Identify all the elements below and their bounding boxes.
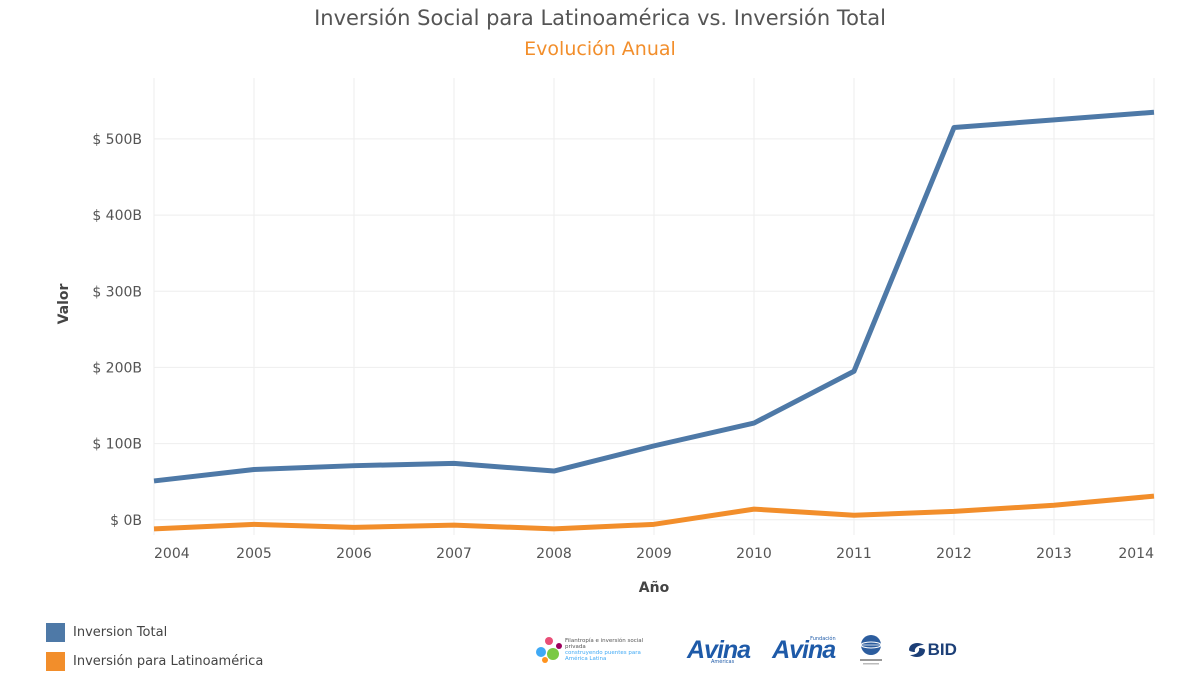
legend: Inversion Total Inversión para Latinoamé…	[46, 622, 263, 680]
y-tick-label: $ 0B	[110, 513, 142, 529]
x-tick-label: 2011	[836, 546, 872, 562]
chart-subtitle: Evolución Anual	[524, 38, 676, 60]
filantropia-subtitle: construyendo puentes para América Latina	[565, 650, 641, 662]
legend-item-total[interactable]: Inversion Total	[46, 622, 263, 642]
y-axis-label: Valor	[56, 283, 72, 324]
y-axis-ticks: $ 0B $ 100B $ 200B $ 300B $ 400B $ 500B	[92, 132, 142, 529]
filantropia-title: Filantropía e inversión social privada	[565, 638, 644, 650]
sponsor-logos: Filantropía e inversión social privada c…	[533, 630, 973, 670]
filantropia-icon	[536, 637, 562, 663]
globe-seal-icon	[859, 635, 882, 665]
filantropia-logo: Filantropía e inversión social privada c…	[533, 634, 665, 666]
x-tick-label: 2014	[1118, 546, 1154, 562]
x-axis-label: Año	[639, 580, 670, 596]
legend-swatch-total	[46, 622, 65, 642]
x-tick-label: 2013	[1036, 546, 1072, 562]
y-tick-label: $ 400B	[92, 208, 142, 224]
y-tick-label: $ 200B	[92, 360, 142, 376]
x-tick-label: 2004	[154, 546, 190, 562]
legend-item-latam[interactable]: Inversión para Latinoamérica	[46, 651, 263, 671]
x-tick-label: 2005	[236, 546, 272, 562]
series-line-inversion-latinoamerica[interactable]	[153, 493, 1155, 532]
y-tick-label: $ 100B	[92, 437, 142, 453]
legend-swatch-latam	[46, 651, 65, 671]
x-tick-label: 2007	[436, 546, 472, 562]
bid-wordmark: BID	[927, 640, 957, 659]
x-tick-label: 2008	[536, 546, 572, 562]
bid-logo: BID	[906, 639, 957, 661]
x-tick-label: 2010	[736, 546, 772, 562]
x-axis-ticks: 2004 2005 2006 2007 2008 2009 2010 2011 2012 2013…	[154, 546, 1154, 562]
legend-label-latam: Inversión para Latinoamérica	[73, 653, 264, 669]
avina-fundacion-logo: Fundación Avina	[772, 636, 836, 665]
avina-americas-logo: Avina Américas	[687, 635, 751, 665]
y-tick-label: $ 500B	[92, 132, 142, 148]
x-tick-label: 2012	[936, 546, 972, 562]
y-tick-label: $ 300B	[92, 284, 142, 300]
seal-logo	[858, 633, 884, 667]
x-tick-label: 2006	[336, 546, 372, 562]
legend-label-total: Inversion Total	[73, 624, 168, 640]
avina-fundacion-sub: Fundación	[810, 635, 836, 642]
avina-fundacion-wordmark: Avina	[772, 635, 836, 664]
bid-swoosh-icon	[908, 642, 925, 658]
x-tick-label: 2009	[636, 546, 672, 562]
avina-americas-wordmark: Avina	[687, 635, 751, 664]
avina-americas-sub: Américas	[711, 658, 735, 665]
chart-title: Inversión Social para Latinoamérica vs. …	[314, 6, 886, 30]
grid-layer	[153, 78, 1155, 535]
series-line-inversion-total[interactable]	[153, 109, 1155, 484]
series-layer	[153, 109, 1155, 532]
